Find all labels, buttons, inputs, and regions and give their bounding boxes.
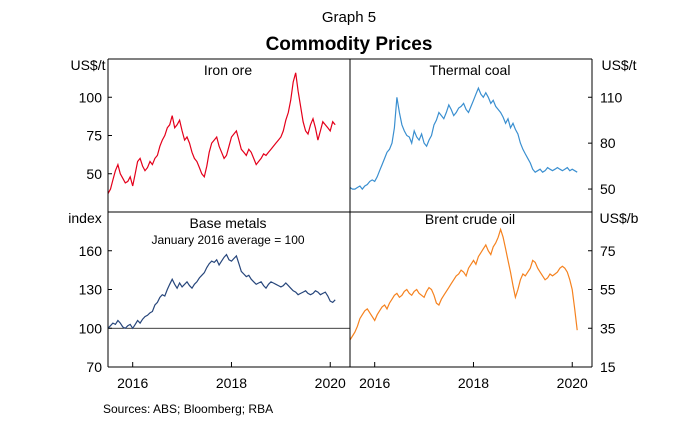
ytick-label-iron-ore: 75 [86, 128, 102, 144]
axis-unit-thermal-coal: US$/t [601, 57, 636, 73]
ytick-label-brent-crude-oil: 15 [600, 359, 616, 375]
xtick-label-brent-crude-oil: 2016 [359, 375, 390, 391]
source-note: Sources: ABS; Bloomberg; RBA [103, 402, 273, 416]
series-line-brent-crude-oil [349, 227, 578, 341]
panel-title-thermal-coal: Thermal coal [430, 62, 511, 78]
panel-title-iron-ore: Iron ore [204, 62, 252, 78]
series-line-thermal-coal [349, 86, 578, 191]
chart-title: Commodity Prices [266, 34, 433, 55]
panel-brent-crude-oil: Brent crude oil US$/b 15 35 55 75 [349, 210, 639, 375]
ytick-label-iron-ore: 100 [79, 89, 103, 105]
ytick-label-brent-crude-oil: 55 [600, 282, 616, 298]
series-line-iron-ore [107, 72, 336, 194]
ytick-label-base-metals: 130 [79, 282, 103, 298]
xtick-label-base-metals: 2020 [315, 375, 346, 391]
xtick-label-base-metals: 2018 [216, 375, 247, 391]
panel-iron-ore: Iron ore US$/t 50 75 100 [70, 57, 336, 194]
ytick-label-thermal-coal: 50 [600, 181, 616, 197]
panel-title-brent-crude-oil: Brent crude oil [425, 211, 515, 227]
panel-thermal-coal: Thermal coal US$/t 50 80 110 [349, 57, 637, 197]
axis-unit-brent-crude-oil: US$/b [600, 210, 639, 226]
panel-base-metals: Base metals January 2016 average = 100 i… [68, 210, 350, 375]
panel-subtitle-base-metals: January 2016 average = 100 [151, 233, 304, 247]
series-line-base-metals [107, 253, 336, 330]
axis-unit-base-metals: index [68, 210, 101, 226]
ytick-label-base-metals: 160 [79, 243, 103, 259]
ytick-label-brent-crude-oil: 35 [600, 320, 616, 336]
ytick-label-base-metals: 70 [86, 359, 102, 375]
xtick-label-base-metals: 2016 [117, 375, 148, 391]
ytick-label-thermal-coal: 80 [600, 135, 616, 151]
xtick-label-brent-crude-oil: 2018 [458, 375, 489, 391]
ytick-label-thermal-coal: 110 [600, 89, 623, 105]
xtick-label-brent-crude-oil: 2020 [557, 375, 588, 391]
panel-title-base-metals: Base metals [189, 215, 266, 231]
ytick-label-iron-ore: 50 [86, 166, 102, 182]
ytick-label-base-metals: 100 [79, 320, 103, 336]
ytick-label-brent-crude-oil: 75 [600, 243, 616, 259]
axis-unit-iron-ore: US$/t [70, 57, 105, 73]
graph-label: Graph 5 [322, 9, 376, 26]
